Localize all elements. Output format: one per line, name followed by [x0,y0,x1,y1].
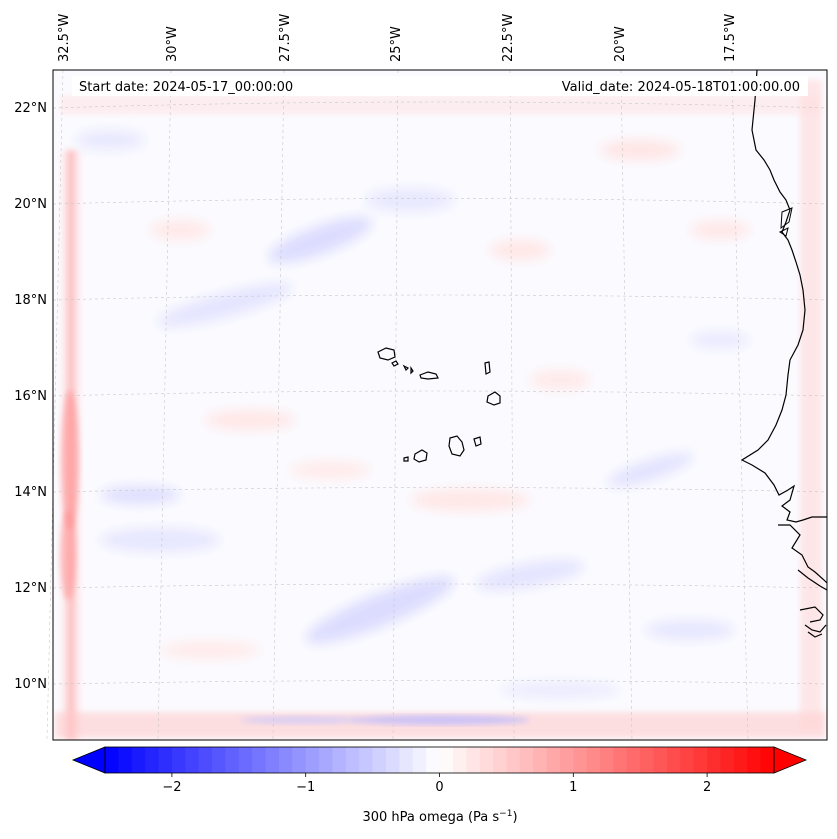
africa-coastline-south [778,524,828,638]
colorbar-cell [372,747,387,773]
colorbar-cell [626,747,641,773]
lon-label: 30°W [165,26,180,62]
colorbar-cell [519,747,534,773]
lat-label: 10°N [14,677,47,692]
colorbar-cell [666,747,681,773]
graticule [46,69,828,741]
latitude-labels: 22°N 20°N 18°N 16°N 14°N 12°N 10°N [14,101,47,692]
colorbar-cell [439,747,454,773]
colorbar-cell [573,747,588,773]
cape-verde-islands [377,347,501,463]
lon-label: 25°W [389,26,404,62]
colorbar-cell [305,747,320,773]
colorbar-label: 300 hPa omega (Pa s−1) [362,809,517,825]
longitude-labels: 32.5°W 30°W 27.5°W 25°W 22.5°W 20°W 17.5… [57,14,738,62]
colorbar-ticks: −2 −1 0 1 2 [162,773,711,795]
colorbar-cell [225,747,240,773]
colorbar-cell [319,747,333,773]
colorbar: −2 −1 0 1 2 300 hPa omega (Pa s−1) [71,746,808,825]
colorbar-cell [118,747,133,773]
colorbar-cell [131,747,146,773]
map-frame [52,69,828,741]
lon-label: 17.5°W [723,14,738,62]
colorbar-cell [747,747,762,773]
lat-label: 14°N [14,485,47,500]
date-header-background [72,76,808,96]
colorbar-cell [452,747,467,773]
lon-label: 22.5°W [501,14,516,62]
colorbar-cell [613,747,628,773]
lon-label: 20°W [613,26,628,62]
lat-label: 20°N [14,197,47,212]
colorbar-cell [533,747,548,773]
colorbar-cells [105,747,775,773]
start-date-label: Start date: 2024-05-17_00:00:00 [79,80,293,95]
lat-label: 22°N [14,101,47,116]
colorbar-cell [171,747,186,773]
lon-label: 32.5°W [57,14,72,62]
colorbar-cell [546,747,561,773]
colorbar-cell [158,747,173,773]
colorbar-cell [345,747,360,773]
colorbar-cell [653,747,668,773]
colorbar-cell [506,747,521,773]
colorbar-cell [105,747,119,773]
lon-label: 27.5°W [278,14,293,62]
colorbar-tick-label: 1 [569,780,577,795]
map-panel: Start date: 2024-05-17_00:00:00 Valid_da… [46,69,828,741]
omega-field [55,80,825,740]
colorbar-tick-label: 2 [703,780,711,795]
map-background [53,70,827,740]
colorbar-tick-label: −1 [296,780,315,795]
colorbar-cell [385,747,400,773]
lat-label: 18°N [14,293,47,308]
colorbar-cell [760,747,775,773]
colorbar-cell [332,747,347,773]
colorbar-cell [412,747,427,773]
colorbar-cell [586,747,601,773]
colorbar-cell [292,747,307,773]
senegal-estuary [779,207,793,237]
colorbar-cell [265,747,280,773]
colorbar-cell [680,747,695,773]
colorbar-cell [399,747,414,773]
colorbar-cell [733,747,748,773]
africa-coastline [740,69,827,523]
valid-date-label: Valid_date: 2024-05-18T01:00:00.00 [562,80,800,95]
lat-label: 12°N [14,581,47,596]
lat-label: 16°N [14,389,47,404]
colorbar-cell [466,747,481,773]
colorbar-cell [493,747,507,773]
colorbar-cell [278,747,293,773]
colorbar-cell [145,747,160,773]
colorbar-cell [252,747,267,773]
colorbar-tick-label: 0 [435,780,443,795]
colorbar-cell [720,747,735,773]
colorbar-cell [707,747,721,773]
colorbar-extend-left [71,746,106,774]
colorbar-cell [426,747,440,773]
colorbar-cell [198,747,213,773]
colorbar-cell [212,747,226,773]
colorbar-cell [238,747,253,773]
colorbar-cell [185,747,200,773]
colorbar-cell [559,747,574,773]
colorbar-extend-right [773,746,808,774]
colorbar-cell [600,747,614,773]
colorbar-tick-label: −2 [162,780,181,795]
colorbar-cell [359,747,374,773]
colorbar-cell [640,747,655,773]
colorbar-cell [479,747,494,773]
colorbar-cell [693,747,708,773]
